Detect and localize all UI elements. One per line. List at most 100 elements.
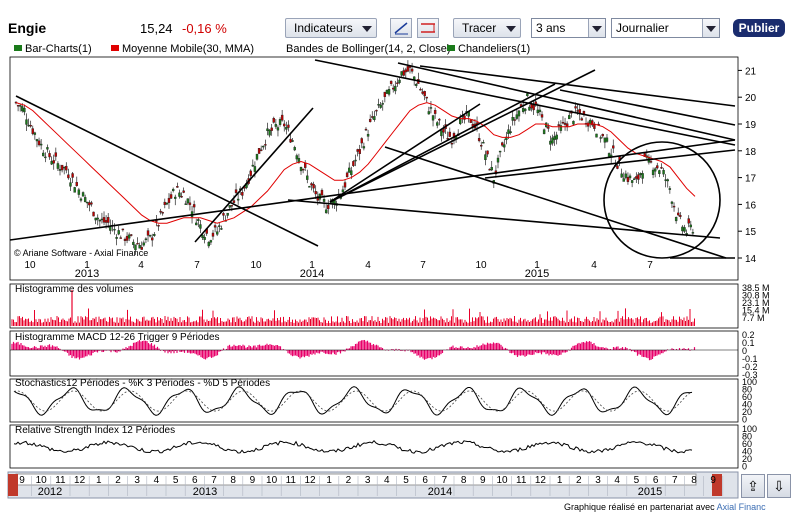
candle-body [21,106,24,112]
candle-body [429,107,433,109]
legend-swatch [14,45,22,51]
candle-body [542,129,546,135]
candle-body [192,204,196,208]
expand-up-button[interactable]: ⇪ [741,474,765,498]
x-month-label: 10 [24,260,36,271]
candle-body [341,189,345,193]
candle-body [427,111,431,115]
candle-body [668,188,672,190]
candle-body [169,194,173,199]
candle-body [48,153,51,158]
candle-body [23,108,26,113]
navigator-month-label: 8 [461,475,467,486]
candle-body [203,236,206,240]
candle-body [446,138,449,140]
candle-body [230,205,234,207]
rsi-panel [13,439,693,454]
candle-body [603,137,607,143]
period-select[interactable]: 3 ans [531,18,606,38]
candle-body [100,218,104,221]
candle-body [463,115,466,120]
candle-body [25,119,28,125]
navigator-month-label: 11 [516,475,527,486]
candle-body [398,79,401,83]
candle-body [241,192,244,196]
candle-body [421,91,424,94]
stochastic-panel-title: Stochastics12 Périodes - %K 3 Périodes -… [15,378,270,389]
candle-body [662,169,665,175]
y-tick-label: 20 [742,454,752,464]
horizontal-scale-button[interactable] [417,18,439,38]
x-month-label: 1 [309,260,315,271]
candle-body [394,85,397,92]
navigator-month-label: 2 [576,475,582,486]
candle-body [633,178,636,180]
candle-body [362,146,366,149]
candle-body [674,217,678,222]
candle-body [161,212,164,214]
candle-body [425,96,428,99]
navigator[interactable]: 9 10 11 12 1 2 3 4 5 6 7 8 9 10 11 12 1 2 3 4 5 6 7 8 9 10 11 12 1 2 3… [7,471,739,499]
candle-body [180,196,183,198]
candle-body [580,118,584,121]
navigator-month-label: 10 [496,475,508,486]
y-tick-label: 19 [745,120,757,131]
candle-body [526,93,529,97]
expand-down-button[interactable]: ⇩ [767,474,791,498]
candle-body [656,165,659,169]
legend-item-moving-average: Moyenne Mobile(30, MMA) [111,43,254,55]
candle-body [226,212,229,216]
candle-body [509,131,512,134]
candle-body [641,173,644,179]
candle-body [144,238,148,241]
x-month-label: 7 [647,260,653,271]
candle-body [396,82,399,84]
candle-body [312,183,315,189]
candle-body [54,152,58,157]
candle-body [555,134,558,140]
trend-line [15,95,319,247]
candle-body [368,118,372,122]
interval-select[interactable]: Journalier [611,18,720,38]
candle-body [16,105,20,107]
candle-body [215,231,219,235]
candle-body [679,215,682,217]
candle-body [146,230,150,236]
candle-body [561,121,565,124]
panel-frame [9,330,739,377]
candle-body [358,148,361,155]
candle-body [482,142,485,144]
navigator-year-label: 2013 [193,486,217,498]
candle-body [287,124,290,128]
candle-body [234,189,238,193]
navigator-right-handle [712,474,722,496]
navigator-month-label: 8 [691,475,697,486]
candle-body [266,128,269,132]
candle-body [71,173,74,178]
publish-button[interactable]: Publier [733,19,785,37]
line-scale-button[interactable] [390,18,412,38]
candle-body [589,119,592,125]
y-tick-label: 80 [742,385,752,395]
candle-body [104,220,108,223]
navigator-month-label: 11 [55,475,66,486]
candle-body [653,168,657,172]
legend-label: Moyenne Mobile(30, MMA) [122,43,255,55]
candle-body [436,122,439,126]
candle-body [201,234,204,238]
navigator-month-label: 7 [672,475,678,486]
candle-body [125,235,129,241]
candle-body [480,145,483,147]
navigator-left-handle [8,474,18,496]
navigator-month-label: 6 [653,475,659,486]
candle-body [595,133,598,138]
navigator-month-label: 7 [211,475,217,486]
indicators-button[interactable]: Indicateurs [285,18,377,38]
candle-body [119,237,122,239]
tracer-button[interactable]: Tracer [453,18,521,38]
candle-body [484,154,487,161]
candle-body [264,144,267,146]
candle-body [222,213,225,216]
candle-body [79,198,83,201]
